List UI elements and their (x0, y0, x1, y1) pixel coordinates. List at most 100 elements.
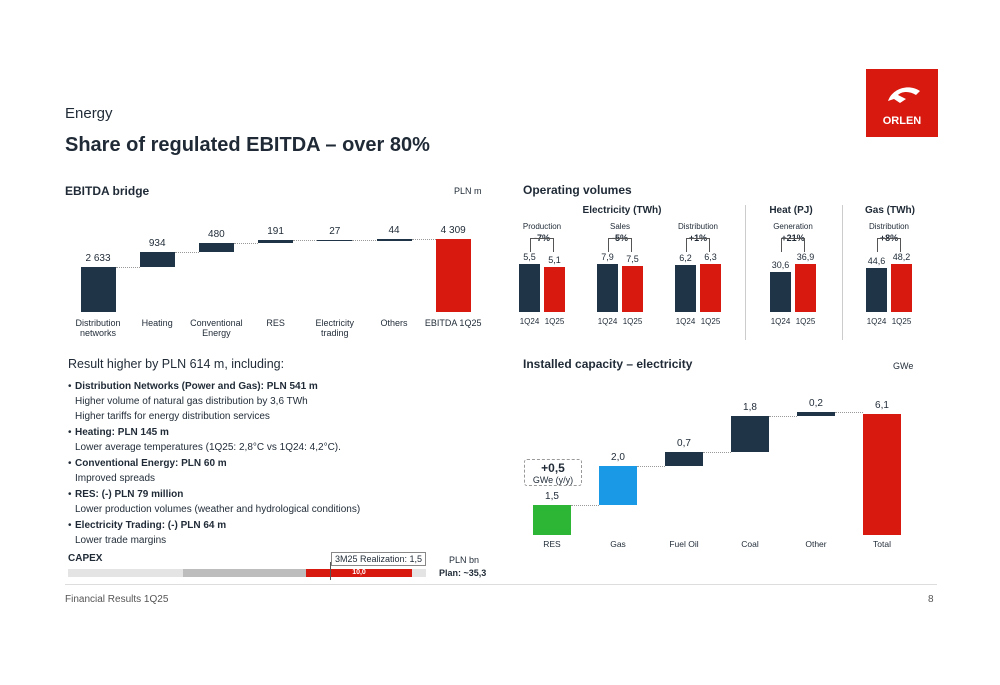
bar (258, 240, 294, 244)
value-label: 5,5 (523, 252, 536, 262)
ebitda-unit: PLN m (454, 186, 482, 196)
item-head: Heating: PLN 145 m (75, 427, 169, 438)
category-label: Total (873, 539, 891, 549)
panel-title: Generation (773, 222, 813, 231)
bar (863, 414, 901, 535)
connector (769, 416, 797, 418)
annotation-unit: GWe (y/y) (532, 475, 574, 485)
connector (703, 451, 731, 453)
connector (233, 243, 259, 245)
bracket (781, 238, 805, 252)
x-label: 1Q25 (891, 317, 912, 326)
value-label: 1,5 (545, 491, 559, 503)
value-label: 6,1 (875, 400, 889, 412)
value-label: 0,2 (809, 398, 823, 410)
value-label: 48,2 (892, 252, 911, 262)
volumes-title: Operating volumes (523, 183, 632, 197)
value-label: 191 (267, 226, 284, 238)
bar (597, 264, 618, 312)
x-label: 1Q25 (622, 317, 643, 326)
connector (293, 240, 318, 242)
section: Energy (65, 105, 113, 122)
separator (842, 205, 843, 340)
bar (891, 264, 912, 312)
panel-title: Distribution (868, 222, 909, 231)
annotation-box: +0,5 GWe (y/y) (524, 459, 582, 486)
value-label: 0,7 (677, 437, 691, 449)
bar (198, 243, 234, 252)
bullet: • (68, 427, 72, 438)
x-label: 1Q24 (770, 317, 791, 326)
page-number: 8 (928, 594, 934, 605)
bar (866, 267, 887, 312)
x-label: 1Q24 (866, 317, 887, 326)
value-label: 44,6 (867, 255, 886, 266)
bullet: • (68, 458, 72, 469)
bar (544, 267, 565, 312)
connector (174, 251, 199, 253)
item-line: Higher volume of natural gas distributio… (75, 396, 308, 407)
value-label: 6,2 (679, 252, 692, 263)
value-label: 7,9 (601, 252, 614, 262)
capex-title: CAPEX (68, 553, 103, 564)
category-label: Distribution networks (75, 318, 121, 338)
bullet: • (68, 489, 72, 500)
category-label: Fuel Oil (669, 539, 699, 549)
value-label: 4 309 (440, 225, 466, 236)
bullet: • (68, 381, 72, 392)
item-line: Improved spreads (75, 473, 156, 484)
item-line: Lower production volumes (weather and hy… (75, 504, 361, 515)
capex-unit: PLN bn (449, 555, 480, 565)
connector (571, 505, 599, 507)
item-head: Conventional Energy: PLN 60 m (75, 458, 227, 469)
category-label: Gas (610, 539, 626, 549)
separator (745, 205, 746, 340)
item-line: Higher tariffs for energy distribution s… (75, 411, 270, 422)
x-label: 1Q25 (700, 317, 721, 326)
bar (731, 416, 769, 452)
panel-title: Sales (609, 222, 630, 231)
bar (519, 264, 540, 312)
category-label: Electricity trading (315, 318, 355, 338)
value-label: 36,9 (796, 252, 815, 262)
logo-icon (888, 87, 920, 103)
capex-marker (330, 562, 331, 580)
category-label: Coal (741, 539, 759, 549)
capex-bar (183, 569, 306, 577)
item-head: RES: (-) PLN 79 million (75, 489, 184, 500)
bar (435, 239, 471, 312)
footer-text: Financial Results 1Q25 (65, 594, 169, 605)
value-label: 2,0 (611, 451, 625, 463)
bar (665, 451, 703, 466)
bar (533, 505, 571, 535)
value-label: 1,8 (743, 402, 757, 414)
value-label: 7,5 (626, 254, 639, 265)
x-label: 1Q25 (544, 317, 565, 326)
capex-bar: 10,0 (306, 569, 412, 577)
value-label: 2 633 (85, 253, 111, 265)
bar (317, 239, 353, 242)
results-title: Result higher by PLN 614 m, including: (68, 357, 285, 371)
connector (637, 465, 665, 467)
bar (770, 272, 791, 312)
item-line: Lower trade margins (75, 535, 167, 546)
bar (797, 412, 835, 417)
value-label: 27 (329, 225, 341, 237)
value-label: 934 (148, 237, 166, 249)
bar (675, 264, 696, 312)
value-label: 5,1 (548, 255, 561, 266)
x-label: 1Q24 (597, 317, 618, 326)
bracket (608, 238, 632, 252)
group-title: Heat (PJ) (769, 205, 813, 216)
category-label: Heating (141, 318, 173, 328)
panel-title: Production (522, 222, 562, 231)
value-label: 480 (208, 229, 225, 241)
bracket (877, 238, 901, 252)
connector (115, 267, 140, 269)
x-label: 1Q24 (519, 317, 540, 326)
capex-bar (412, 569, 426, 577)
capex-bar (68, 569, 183, 577)
capacity-title: Installed capacity – electricity (523, 357, 693, 371)
capex-plan: Plan: ~35,3 (439, 568, 487, 578)
category-label: RES (543, 539, 561, 549)
